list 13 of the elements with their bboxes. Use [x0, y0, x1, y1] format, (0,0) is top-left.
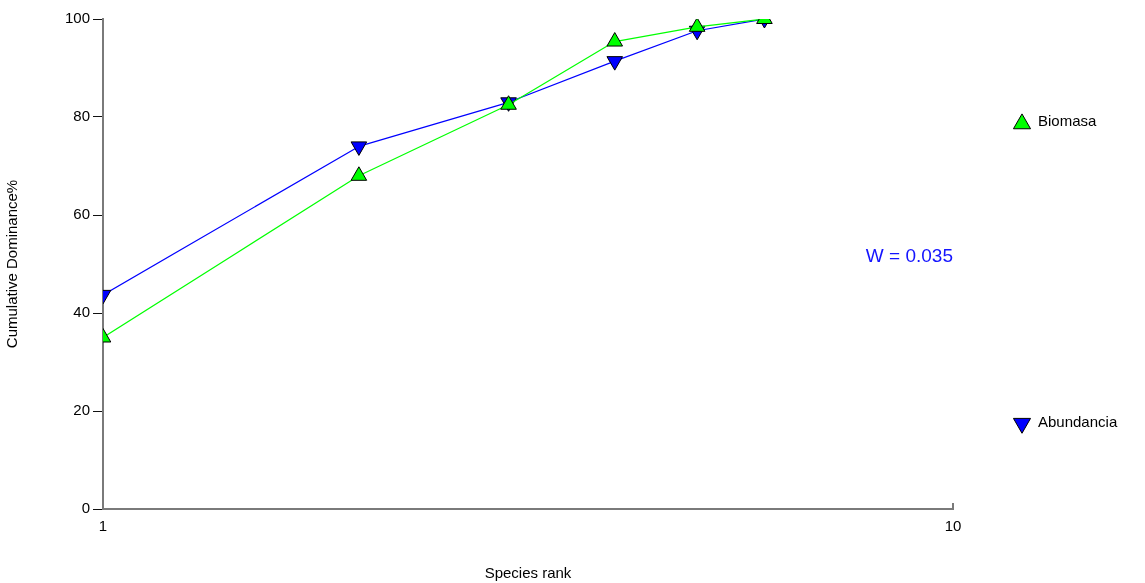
- y-tick-label: 80: [73, 107, 90, 125]
- x-axis-title: Species rank: [484, 564, 572, 582]
- y-tick-label: 40: [73, 303, 90, 321]
- x-tick-label: 10: [944, 517, 962, 535]
- y-axis-title: Cumulative Dominance%: [3, 179, 21, 349]
- legend-label: Biomasa: [1038, 112, 1098, 130]
- y-tick-label: 100: [64, 9, 90, 27]
- y-tick-label: 0: [81, 499, 90, 517]
- x-tick-label: 1: [98, 517, 108, 535]
- legend-label: Abundancia: [1038, 413, 1118, 431]
- y-tick-label: 20: [73, 401, 90, 419]
- annotation: W = 0.035: [865, 244, 953, 266]
- y-tick-label: 60: [73, 205, 90, 223]
